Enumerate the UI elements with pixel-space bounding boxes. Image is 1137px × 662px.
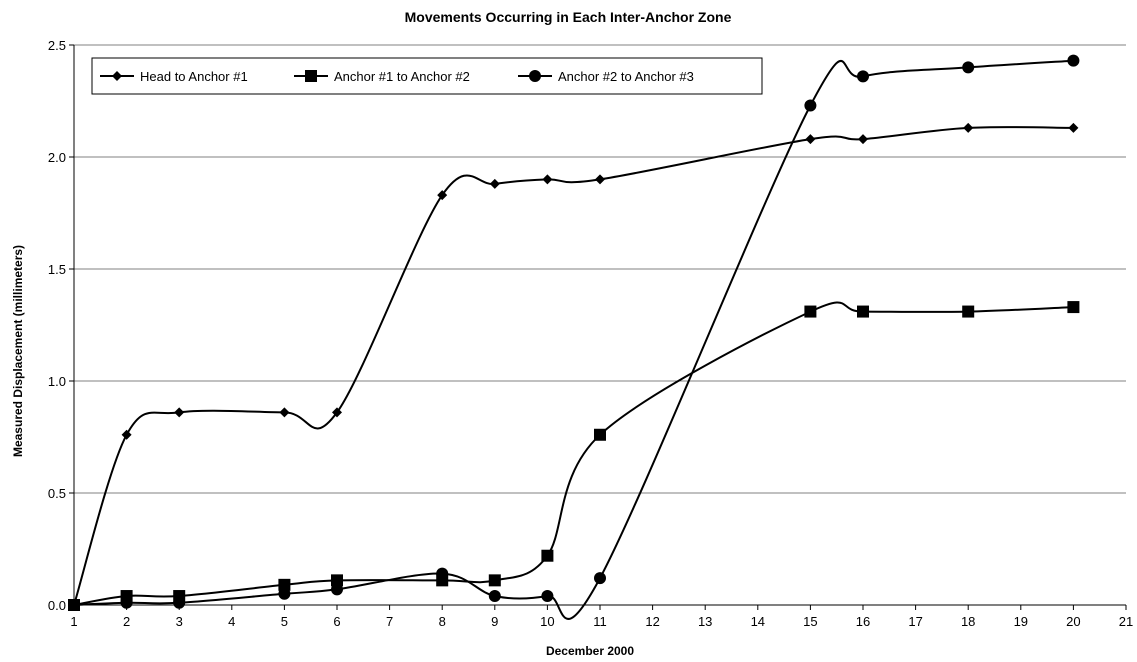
data-point [1067, 54, 1080, 67]
x-tick-label: 11 [593, 614, 607, 629]
x-tick-label: 9 [491, 614, 498, 629]
x-tick-label: 21 [1119, 614, 1133, 629]
gridlines [74, 44, 1126, 494]
data-point [331, 583, 343, 596]
y-tick-label: 1.5 [48, 262, 66, 277]
series-lines [68, 54, 1080, 620]
data-point [963, 122, 974, 133]
x-tick-label: 12 [645, 614, 659, 629]
y-tick-label: 0.0 [48, 598, 66, 613]
data-point [804, 305, 817, 318]
x-tick-label: 14 [751, 614, 765, 629]
data-point [174, 407, 185, 418]
data-point [542, 174, 553, 185]
data-point [437, 190, 448, 201]
legend-label: Anchor #2 to Anchor #3 [558, 69, 694, 84]
x-tick-label: 2 [123, 614, 130, 629]
x-axis-label: December 2000 [546, 644, 634, 658]
data-point [857, 70, 869, 83]
data-point [595, 174, 605, 185]
y-axis-label: Measured Displacement (millimeters) [11, 245, 25, 457]
data-point [857, 305, 869, 318]
axes [69, 44, 1127, 610]
data-point [858, 134, 868, 145]
legend-label: Head to Anchor #1 [140, 69, 248, 84]
tick-labels: 0.00.51.01.52.02.51 2 3 4 5 6 7 8 9 10 11 12 13 14 15 1… [48, 38, 1133, 629]
legend: Head to Anchor #1 Anchor #1 to Anchor #2 A… [91, 57, 763, 95]
legend-marker [112, 71, 122, 81]
data-point [805, 134, 816, 145]
x-tick-label: 1 [70, 614, 77, 629]
x-tick-label: 13 [698, 614, 712, 629]
x-tick-label: 17 [908, 614, 922, 629]
legend-label: Anchor #1 to Anchor #2 [334, 69, 470, 84]
y-tick-label: 0.5 [48, 486, 66, 501]
legend-entry: Anchor #2 to Anchor #3 [518, 69, 694, 84]
data-point [331, 574, 343, 587]
legend-entry: Anchor #1 to Anchor #2 [294, 69, 470, 84]
data-point [278, 587, 291, 600]
data-point [489, 178, 500, 189]
series-diamond [69, 122, 1079, 610]
data-point [120, 596, 133, 609]
data-point [279, 407, 290, 418]
series-line [73, 301, 1074, 606]
x-tick-label: 15 [803, 614, 817, 629]
x-tick-label: 19 [1014, 614, 1028, 629]
data-point [594, 572, 606, 585]
data-point [541, 549, 554, 562]
legend-marker [305, 70, 317, 82]
data-point [1067, 301, 1080, 314]
series-circle [68, 54, 1080, 620]
chart-title: Movements Occurring in Each Inter-Anchor… [405, 9, 732, 25]
data-point [488, 574, 501, 587]
x-tick-label: 3 [176, 614, 183, 629]
x-tick-label: 8 [439, 614, 446, 629]
series-line [73, 126, 1074, 606]
legend-entry: Head to Anchor #1 [100, 69, 248, 84]
y-tick-label: 2.5 [48, 38, 66, 53]
data-point [436, 567, 449, 580]
data-point [962, 61, 975, 74]
y-tick-label: 2.0 [48, 150, 66, 165]
data-point [68, 599, 80, 611]
data-point [488, 590, 501, 603]
y-tick-label: 1.0 [48, 374, 66, 389]
data-point [332, 407, 342, 418]
x-tick-label: 20 [1066, 614, 1080, 629]
legend-marker [529, 70, 541, 82]
data-point [278, 578, 291, 591]
series-square [68, 301, 1080, 611]
data-point [173, 596, 186, 609]
data-point [121, 429, 132, 440]
x-tick-label: 10 [540, 614, 554, 629]
x-tick-label: 18 [961, 614, 975, 629]
data-point [1068, 122, 1079, 133]
x-tick-label: 16 [856, 614, 870, 629]
x-tick-label: 4 [228, 614, 235, 629]
data-point [962, 305, 975, 318]
x-tick-label: 7 [386, 614, 393, 629]
data-point [541, 590, 554, 603]
series-line [73, 59, 1074, 620]
legend-box [91, 57, 763, 95]
data-point [804, 99, 817, 112]
x-tick-label: 6 [333, 614, 340, 629]
x-tick-label: 5 [281, 614, 288, 629]
data-point [594, 428, 606, 441]
